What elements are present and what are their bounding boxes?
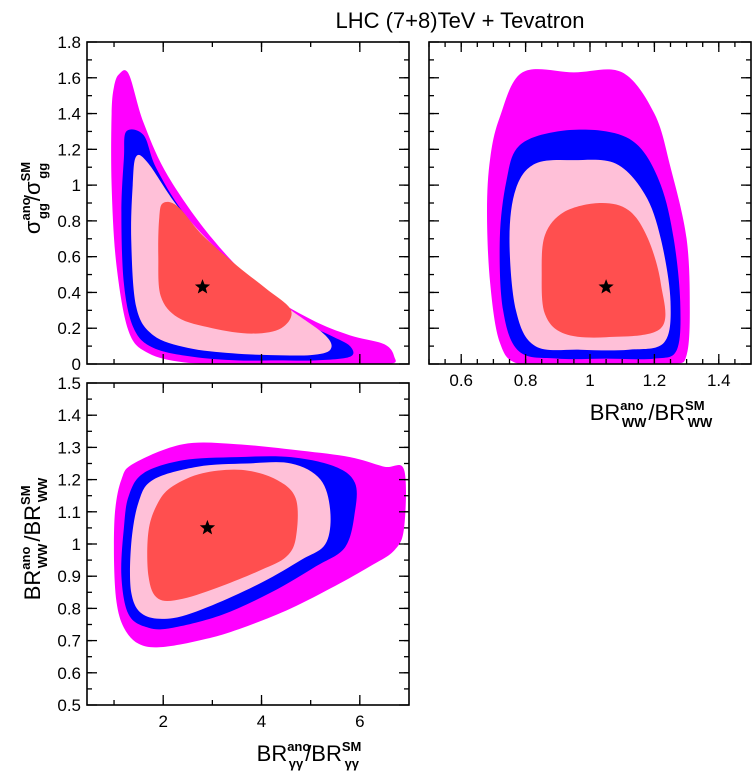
y-tick-label: 1.3 (57, 438, 81, 457)
axis-ticks (87, 382, 409, 706)
y-tick-label: 0.8 (57, 599, 81, 618)
y-tick-label: 0 (72, 355, 81, 374)
y-tick-label: 1.2 (57, 140, 81, 159)
y-tick-label: 0.2 (57, 319, 81, 338)
y-tick-label: 0.6 (57, 664, 81, 683)
y-tick-label: 1.1 (57, 503, 81, 522)
y-tick-label: 0.4 (57, 283, 81, 302)
axis-ticks (428, 41, 751, 365)
y-tick-label: 0.7 (57, 632, 81, 651)
contour-inner (541, 202, 666, 338)
panel-top-left: 0 0.2 0.4 0.6 0.8 1 1.2 1.4 1.6 1.8 σano gg/σSM gg (18, 33, 410, 374)
y-tick-label: 0.9 (57, 567, 81, 586)
y-tick-label: 0.8 (57, 212, 81, 231)
x-tick-label: 0.8 (514, 371, 538, 390)
contour-inner (158, 201, 292, 334)
contour-regions (113, 442, 406, 648)
x-tick-label: 6 (355, 712, 364, 731)
x-tick-label: 1.2 (643, 371, 667, 390)
x-axis-label: BRano WW/BRSM WW (590, 398, 713, 430)
panel-bottom-left: 0.5 0.6 0.7 0.8 0.9 1 1.1 1.2 1.3 1.4 1.5 2 4 6 BRano W… (18, 374, 410, 771)
y-tick-label: 1.5 (57, 374, 81, 393)
x-tick-label: 1 (585, 371, 594, 390)
contour-regions (111, 70, 396, 364)
figure-title: LHC (7+8)TeV + Tevatron (335, 8, 584, 33)
x-tick-label: 1.4 (707, 371, 731, 390)
y-tick-label: 1 (72, 176, 81, 195)
y-tick-label: 0.5 (57, 696, 81, 715)
y-tick-label: 1.8 (57, 33, 81, 52)
x-tick-label: 0.6 (449, 371, 473, 390)
contour-inner (147, 469, 298, 601)
y-tick-label: 1.4 (57, 105, 81, 124)
panel-top-right: 0.6 0.8 1 1.2 1.4 BRano WW/BRSM WW (428, 41, 752, 430)
best-fit-star-icon (598, 279, 614, 294)
y-tick-label: 1.2 (57, 471, 81, 490)
best-fit-star-icon (194, 279, 211, 294)
y-axis-label: σano gg/σSM gg (18, 162, 50, 234)
x-tick-label: 4 (257, 712, 266, 731)
y-tick-label: 0.6 (57, 248, 81, 267)
contour-regions (487, 69, 690, 364)
y-axis-label: BRano WW/BRSM WW (18, 477, 50, 600)
y-tick-label: 1.4 (57, 406, 81, 425)
axis-ticks (87, 41, 409, 365)
x-tick-label: 2 (158, 712, 167, 731)
y-tick-label: 1 (72, 535, 81, 554)
y-tick-label: 1.6 (57, 69, 81, 88)
x-axis-label: BRano γγ/BRSM γγ (257, 739, 362, 771)
best-fit-star-icon (199, 519, 216, 535)
